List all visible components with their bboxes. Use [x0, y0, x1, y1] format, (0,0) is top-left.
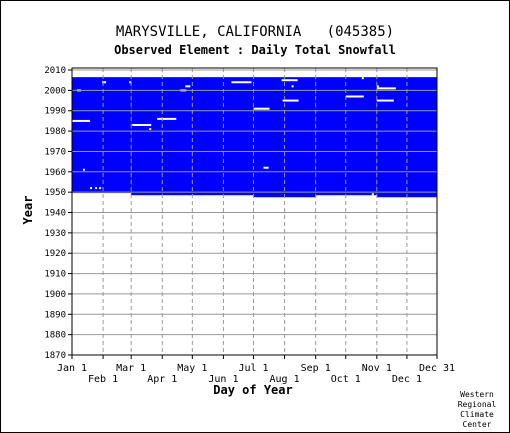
missing-record-mark [291, 85, 294, 88]
missing-record-mark [149, 128, 152, 131]
missing-record-mark [72, 193, 132, 196]
credit-text: Western Regional Climate Center [448, 390, 506, 430]
missing-record-mark [72, 119, 91, 122]
y-tick-label: 1930 [44, 229, 66, 239]
observed-period-block [376, 77, 437, 198]
missing-record-mark [263, 166, 269, 169]
x-tick-label: Mar 1 [116, 363, 146, 374]
x-tick-label: Oct 1 [331, 374, 361, 385]
missing-record-mark [282, 99, 299, 102]
credit-line: Western [460, 390, 494, 399]
y-axis-ticks: 1870 1880 1890 1900 1910 1920 1930 1940 1950 1960… [44, 66, 72, 361]
credit-line: Regional [457, 400, 497, 409]
x-tick-label: Jun 1 [208, 374, 238, 385]
x-axis-label: Day of Year [213, 383, 292, 397]
observed-period-block [72, 77, 132, 194]
missing-record-mark [361, 77, 364, 80]
missing-record-mark [231, 81, 252, 84]
x-tick-label: Dec 31 [419, 363, 455, 374]
y-tick-label: 1910 [44, 270, 66, 280]
missing-record-mark [90, 187, 93, 190]
x-tick-label: Sep 1 [301, 363, 331, 374]
y-tick-label: 1990 [44, 107, 66, 117]
missing-record-mark [185, 85, 191, 88]
y-tick-label: 1950 [44, 188, 66, 198]
missing-record-mark [83, 168, 86, 171]
plot-data-layer [72, 77, 437, 198]
y-tick-label: 1900 [44, 290, 66, 300]
x-tick-label: Aug 1 [270, 374, 300, 385]
x-tick-label: Feb 1 [88, 374, 118, 385]
missing-record-mark [253, 107, 270, 110]
chart-title: MARYSVILLE, CALIFORNIA (045385) [115, 24, 395, 40]
x-tick-label: Dec 1 [392, 374, 422, 385]
y-tick-label: 1980 [44, 127, 66, 137]
plot-border [71, 67, 438, 356]
chart-subtitle: Observed Element : Daily Total Snowfall [114, 43, 396, 57]
missing-record-mark [376, 87, 396, 90]
x-tick-label: Nov 1 [362, 363, 392, 374]
y-tick-label: 1940 [44, 209, 66, 219]
x-tick-label: May 1 [177, 363, 207, 374]
observed-period-block [131, 77, 254, 196]
missing-record-mark [157, 117, 177, 120]
missing-record-mark [99, 187, 102, 190]
y-tick-label: 2000 [44, 86, 66, 96]
y-tick-label: 1890 [44, 310, 66, 320]
missing-record-mark [129, 81, 132, 84]
x-tick-label: Apr 1 [147, 374, 177, 385]
y-axis-label: Year [21, 196, 35, 225]
x-tick-label: Jan 1 [57, 363, 87, 374]
y-tick-label: 1920 [44, 249, 66, 259]
missing-record-mark [345, 95, 364, 98]
missing-record-mark [132, 123, 152, 126]
missing-record-mark [102, 81, 107, 84]
observed-period-block [315, 77, 377, 196]
missing-record-mark [95, 187, 98, 190]
y-tick-label: 1870 [44, 351, 66, 361]
missing-record-mark [371, 193, 374, 196]
observed-period-block [253, 77, 316, 198]
missing-record-mark [376, 99, 394, 102]
y-tick-label: 2010 [44, 66, 66, 76]
y-tick-label: 1960 [44, 168, 66, 178]
grid-lines [71, 68, 438, 356]
x-tick-label: Jul 1 [238, 363, 268, 374]
missing-record-mark [281, 79, 298, 82]
credit-line: Climate [460, 410, 494, 419]
missing-record-mark [376, 85, 379, 88]
credit-line: Center [462, 420, 492, 429]
y-tick-label: 1880 [44, 331, 66, 341]
y-tick-label: 1970 [44, 147, 66, 157]
